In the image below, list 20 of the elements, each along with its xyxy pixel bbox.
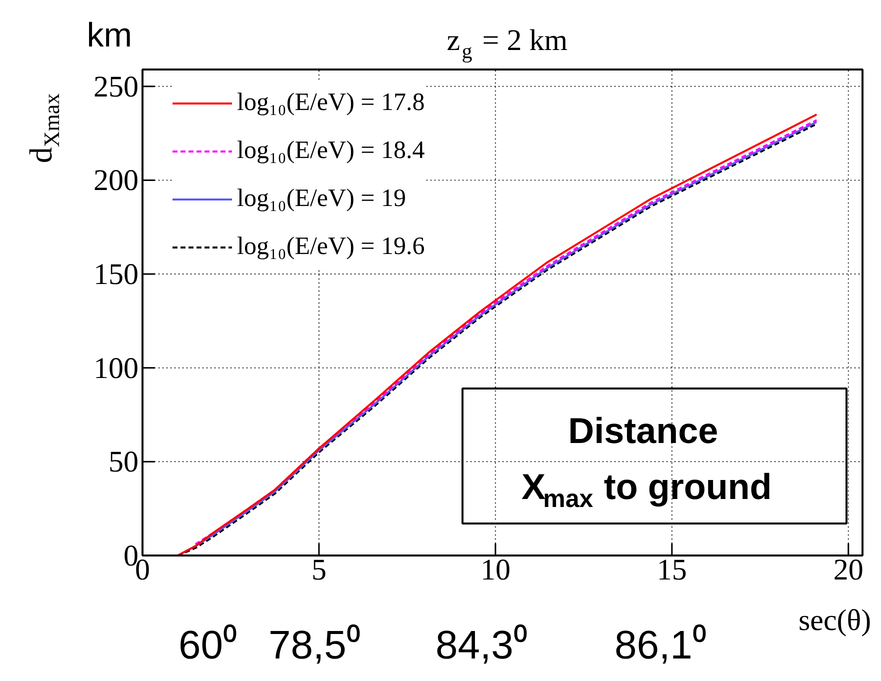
- text: 84,3⁰: [436, 624, 528, 668]
- y-tick-label: 100: [94, 352, 138, 385]
- x-axis-title: sec(θ): [798, 604, 872, 637]
- x-tick-label: 20: [833, 554, 864, 586]
- text: 86,1⁰: [614, 624, 706, 668]
- y-axis-title: dXmax: [22, 93, 64, 164]
- x-tick-label: 15: [656, 554, 687, 586]
- y-tick-label: 200: [94, 164, 138, 198]
- legend-label: log₁₀(E/eV) = 17.8: [237, 88, 425, 118]
- text: 78,5⁰: [268, 624, 360, 668]
- y-tick-label: 250: [94, 70, 138, 104]
- y-tick-label: 50: [108, 446, 138, 479]
- legend-label: log₁₀(E/eV) = 19.6: [237, 232, 425, 262]
- x-tick-label: 10: [480, 554, 510, 586]
- legend-label: log₁₀(E/eV) = 18.4: [237, 136, 425, 166]
- y-tick-label: 150: [94, 258, 138, 292]
- legend-label: log₁₀(E/eV) = 19: [237, 184, 406, 214]
- text: 60⁰: [178, 624, 237, 668]
- x-tick-label: 5: [311, 554, 326, 586]
- text: km: [86, 16, 132, 54]
